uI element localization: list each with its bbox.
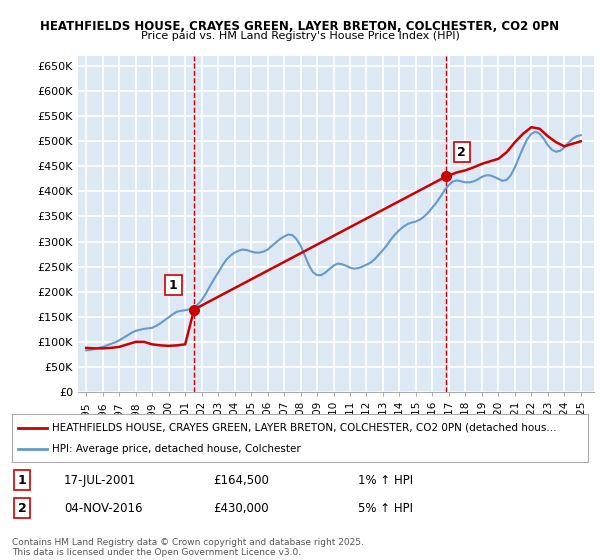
Text: 1: 1 [18, 474, 26, 487]
Text: HEATHFIELDS HOUSE, CRAYES GREEN, LAYER BRETON, COLCHESTER, CO2 0PN (detached hou: HEATHFIELDS HOUSE, CRAYES GREEN, LAYER B… [52, 423, 557, 433]
Text: 2: 2 [18, 502, 26, 515]
Text: Contains HM Land Registry data © Crown copyright and database right 2025.
This d: Contains HM Land Registry data © Crown c… [12, 538, 364, 557]
Text: 17-JUL-2001: 17-JUL-2001 [64, 474, 136, 487]
Text: 1% ↑ HPI: 1% ↑ HPI [358, 474, 413, 487]
Text: HEATHFIELDS HOUSE, CRAYES GREEN, LAYER BRETON, COLCHESTER, CO2 0PN: HEATHFIELDS HOUSE, CRAYES GREEN, LAYER B… [40, 20, 560, 32]
Text: 2: 2 [457, 146, 466, 158]
Text: 04-NOV-2016: 04-NOV-2016 [64, 502, 142, 515]
Text: £430,000: £430,000 [214, 502, 269, 515]
Text: 1: 1 [169, 279, 178, 292]
Text: Price paid vs. HM Land Registry's House Price Index (HPI): Price paid vs. HM Land Registry's House … [140, 31, 460, 41]
Text: HPI: Average price, detached house, Colchester: HPI: Average price, detached house, Colc… [52, 444, 301, 454]
Text: £164,500: £164,500 [214, 474, 269, 487]
Text: 5% ↑ HPI: 5% ↑ HPI [358, 502, 413, 515]
